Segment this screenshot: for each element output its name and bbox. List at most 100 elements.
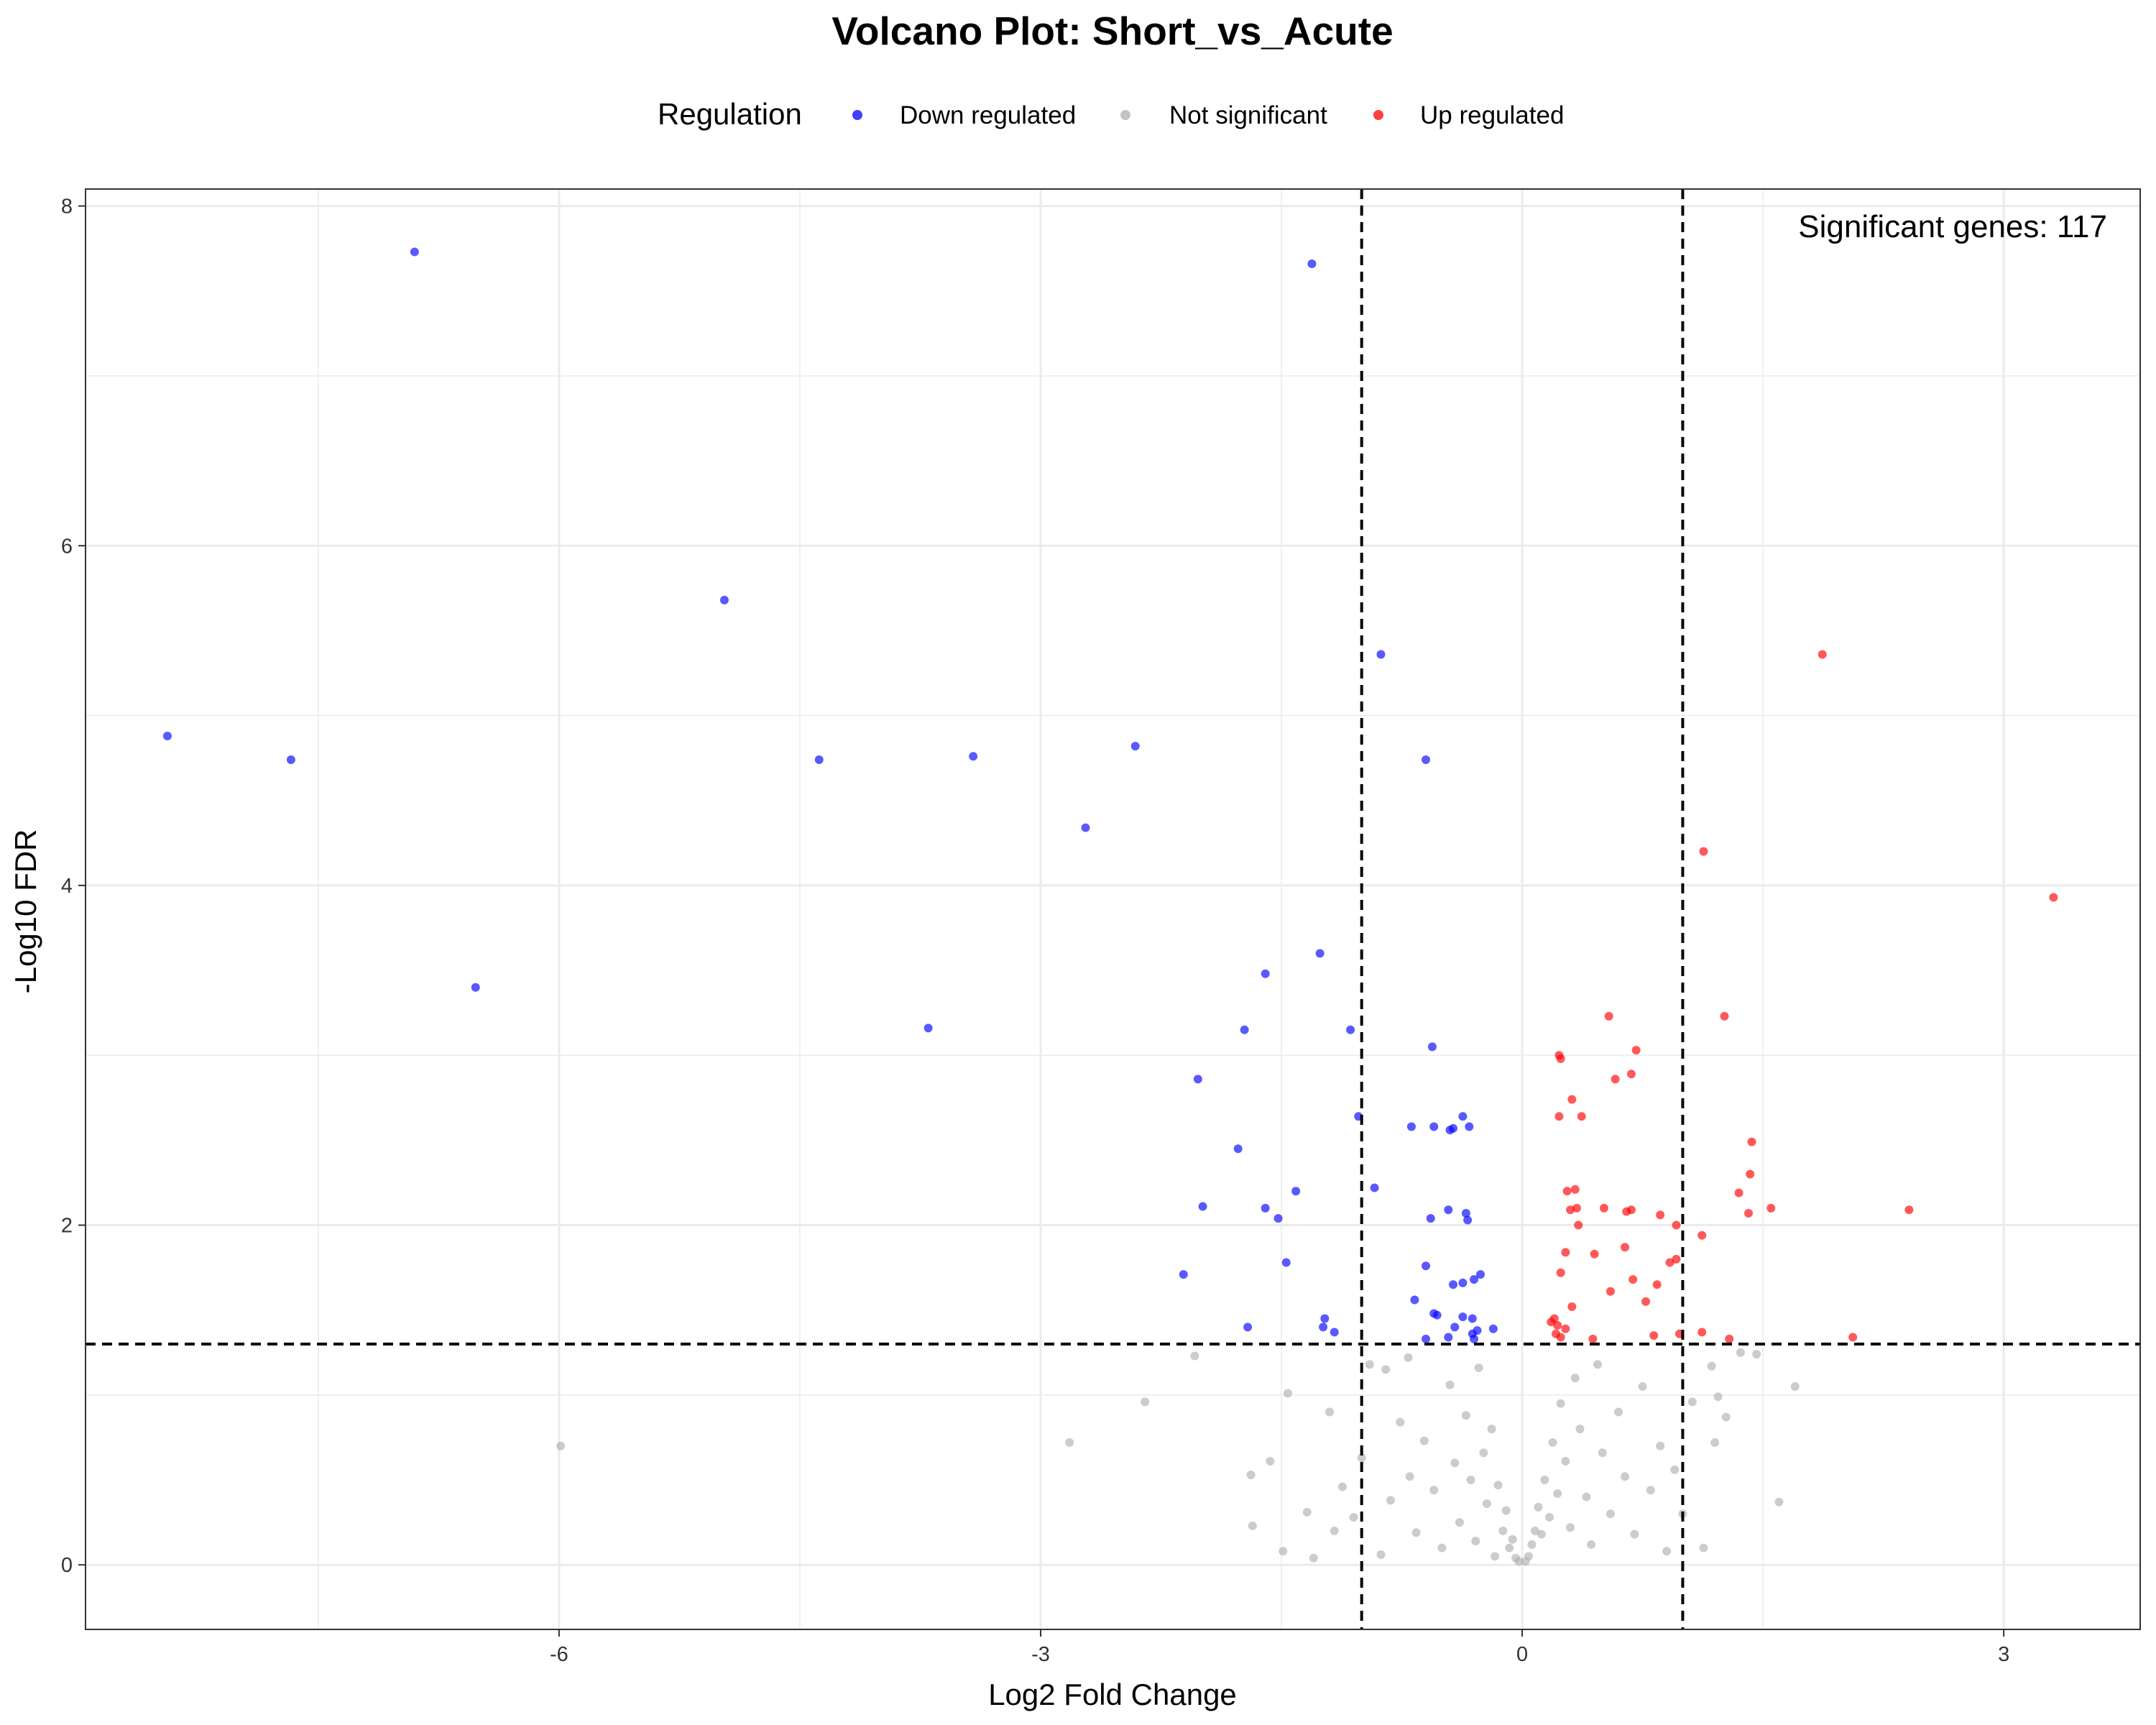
up-regulated-point: [1590, 1249, 1599, 1259]
down-regulated-point: [1449, 1123, 1458, 1133]
down-regulated-point: [1426, 1214, 1435, 1223]
up-regulated-point: [1599, 1203, 1608, 1213]
down-regulated-point: [814, 755, 824, 765]
up-regulated-point: [1672, 1220, 1681, 1230]
down-regulated-point: [1346, 1025, 1355, 1034]
down-regulated-point: [1470, 1334, 1479, 1343]
up-regulated-point: [1628, 1275, 1638, 1284]
up-regulated-point: [1556, 1054, 1565, 1063]
not-significant-point: [1309, 1553, 1318, 1563]
not-significant-point: [1437, 1543, 1447, 1552]
panel-border: [85, 188, 2141, 1630]
down-regulated-point: [1273, 1214, 1283, 1223]
not-significant-point: [1556, 1399, 1565, 1408]
up-regulated-point: [1904, 1205, 1914, 1215]
up-regulated-point: [1604, 1011, 1613, 1021]
up-regulated-point: [1570, 1184, 1580, 1194]
not-significant-point: [1774, 1497, 1784, 1506]
down-regulated-point: [1465, 1122, 1474, 1131]
down-regulated-point: [1458, 1112, 1468, 1121]
down-regulated-point: [1458, 1278, 1468, 1287]
not-significant-point: [1493, 1481, 1503, 1490]
up-regulated-point: [1725, 1334, 1734, 1343]
x-tick-label: -6: [550, 1643, 568, 1666]
down-regulated-point: [1081, 823, 1090, 832]
not-significant-point: [1699, 1543, 1708, 1552]
up-regulated-point: [1766, 1203, 1776, 1213]
x-tick-label: -3: [1031, 1643, 1050, 1666]
up-regulated-point: [1561, 1324, 1570, 1333]
y-tick-label: 6: [61, 535, 73, 558]
not-significant-point: [1534, 1502, 1543, 1512]
not-significant-point: [1606, 1509, 1615, 1519]
not-significant-point: [1566, 1523, 1575, 1532]
not-significant-point: [1405, 1472, 1414, 1481]
not-significant-point: [1670, 1465, 1680, 1474]
not-significant-point: [1466, 1476, 1475, 1485]
not-significant-point: [1141, 1397, 1150, 1407]
not-significant-point: [1482, 1499, 1491, 1509]
legend-marker-up: [1373, 110, 1383, 120]
not-significant-point: [1524, 1552, 1534, 1561]
up-regulated-point: [1746, 1169, 1755, 1179]
legend: Regulation Down regulated Not significan…: [658, 97, 1564, 131]
down-regulated-point: [719, 595, 729, 604]
not-significant-point: [1479, 1448, 1488, 1458]
not-significant-point: [1545, 1513, 1554, 1522]
not-significant-point: [1501, 1506, 1511, 1515]
not-significant-point: [1248, 1521, 1257, 1530]
not-significant-point: [1381, 1365, 1391, 1374]
not-significant-point: [1530, 1526, 1539, 1535]
down-regulated-point: [1488, 1324, 1498, 1333]
down-regulated-point: [410, 247, 419, 257]
not-significant-points: [556, 1348, 1800, 1566]
legend-label-down: Down regulated: [900, 101, 1076, 129]
not-significant-point: [1630, 1530, 1639, 1539]
not-significant-point: [1587, 1540, 1596, 1549]
not-significant-point: [1593, 1360, 1603, 1369]
not-significant-point: [1349, 1513, 1358, 1522]
not-significant-point: [1491, 1552, 1500, 1561]
not-significant-point: [1404, 1353, 1413, 1362]
down-regulated-point: [1233, 1144, 1243, 1154]
down-regulated-point: [1470, 1275, 1479, 1284]
not-significant-point: [556, 1441, 566, 1450]
down-regulated-point: [1307, 259, 1317, 268]
down-regulated-point: [1330, 1328, 1339, 1337]
x-tick-label: 0: [1516, 1643, 1528, 1666]
down-regulated-point: [1130, 742, 1140, 751]
up-regulated-point: [1641, 1297, 1651, 1306]
not-significant-point: [1598, 1448, 1607, 1458]
significant-points: [162, 247, 2058, 1343]
down-regulated-point: [1444, 1205, 1453, 1215]
down-regulated-point: [1198, 1202, 1207, 1211]
not-significant-point: [1736, 1348, 1745, 1357]
down-regulated-point: [1281, 1258, 1291, 1267]
not-significant-point: [1621, 1472, 1630, 1481]
legend-title: Regulation: [658, 97, 802, 131]
up-regulated-point: [1697, 1328, 1707, 1337]
not-significant-point: [1514, 1557, 1524, 1566]
not-significant-point: [1302, 1507, 1312, 1517]
down-regulated-point: [1193, 1075, 1202, 1084]
down-regulated-point: [1240, 1025, 1249, 1034]
down-regulated-point: [1444, 1333, 1453, 1342]
down-regulated-point: [1179, 1270, 1188, 1279]
up-regulated-point: [1611, 1075, 1620, 1084]
not-significant-point: [1553, 1489, 1562, 1498]
down-regulated-point: [1429, 1122, 1439, 1131]
not-significant-point: [1365, 1360, 1374, 1369]
up-regulated-point: [1720, 1011, 1729, 1021]
not-significant-point: [1548, 1438, 1557, 1448]
not-significant-point: [1505, 1543, 1514, 1552]
not-significant-point: [1471, 1537, 1480, 1546]
not-significant-point: [1656, 1441, 1665, 1450]
chart-title: Volcano Plot: Short_vs_Acute: [831, 9, 1393, 53]
down-regulated-point: [923, 1024, 933, 1033]
up-regulated-point: [1561, 1248, 1570, 1257]
threshold-lines: [86, 189, 2140, 1629]
up-regulated-point: [1699, 847, 1708, 856]
not-significant-point: [1337, 1482, 1347, 1491]
